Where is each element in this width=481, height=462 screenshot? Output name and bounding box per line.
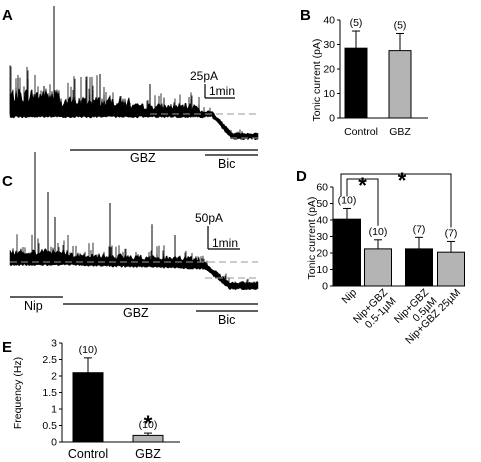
n-label: (10) xyxy=(79,344,98,356)
x-category-label-line: Nip xyxy=(339,287,359,307)
panel-c-scale-bar: 50pA 1min xyxy=(195,211,240,250)
y-tick-label: 0 xyxy=(329,113,335,125)
n-label: (7) xyxy=(445,227,458,239)
panel-a-label: A xyxy=(2,7,13,24)
n-label: (10) xyxy=(369,226,388,238)
significance-asterisk: * xyxy=(144,411,153,436)
y-tick-label: 30 xyxy=(323,39,335,51)
y-tick-label: 20 xyxy=(316,248,328,260)
panel-d-chart: 0 10 20 30 40 50 60 (10) (10) (7) (7) NipNip+GBZ0.5… xyxy=(316,168,465,347)
x-category-label: GBZ xyxy=(389,126,411,138)
significance-bracket xyxy=(346,178,379,226)
y-tick-label: 0 xyxy=(322,281,328,293)
y-tick-label: 2 xyxy=(51,371,57,383)
significance-bracket xyxy=(340,173,452,228)
panel-c-gbz-label: GBZ xyxy=(123,306,149,320)
panel-a-scale-current: 25pA xyxy=(190,69,218,83)
panel-c-scale-time: 1min xyxy=(212,236,238,250)
x-category-label: Control xyxy=(344,126,378,138)
panel-d: D Tonic current (pA) 0 10 20 30 40 50 60 (10) (1… xyxy=(296,168,465,347)
y-tick-label: 0.5 xyxy=(42,420,57,432)
panel-d-label: D xyxy=(296,168,307,185)
bar xyxy=(344,47,368,119)
panel-e-label: E xyxy=(2,339,12,356)
panel-b: B Tonic current (pA) 0 10 20 30 40 (5) (5) Cont… xyxy=(300,7,428,138)
panel-c-nip-label: Nip xyxy=(24,299,43,313)
panel-a-gbz-label: GBZ xyxy=(130,151,156,165)
bar xyxy=(72,372,104,443)
x-category-label: Nip xyxy=(339,287,359,307)
y-tick-label: 50 xyxy=(316,198,328,210)
trace-band xyxy=(9,247,259,291)
n-label: (7) xyxy=(413,223,426,235)
x-category-label: GBZ xyxy=(135,447,161,461)
y-tick-label: 40 xyxy=(316,215,328,227)
n-label: (5) xyxy=(394,19,407,31)
y-tick-label: 10 xyxy=(323,88,335,100)
panel-e-y-axis-label: Frequency (Hz) xyxy=(12,357,24,429)
x-category-label: Control xyxy=(68,447,108,461)
n-label: (10) xyxy=(139,419,158,431)
bar xyxy=(132,434,164,443)
panel-a-bic-label: Bic xyxy=(218,157,235,171)
y-tick-label: 3 xyxy=(51,338,57,350)
panel-c-bic-label: Bic xyxy=(218,313,235,327)
y-tick-label: 60 xyxy=(316,182,328,194)
y-tick-label: 1 xyxy=(51,404,57,416)
panel-e-chart: 0 0.5 1 1.5 2 2.5 3 (10) (10) Control GBZ * xyxy=(42,338,180,461)
bar xyxy=(333,218,361,287)
y-tick-label: 2.5 xyxy=(42,354,57,366)
panel-b-y-axis-label: Tonic current (pA) xyxy=(311,39,323,122)
y-tick-label: 20 xyxy=(323,64,335,76)
y-tick-label: 0 xyxy=(51,437,57,449)
panel-b-label: B xyxy=(300,7,311,24)
y-tick-label: 40 xyxy=(323,15,335,27)
panel-c-scale-current: 50pA xyxy=(195,211,223,225)
panel-a-scale-time: 1min xyxy=(209,84,235,98)
x-category-label: Nip+GBZ0.5-1µM xyxy=(351,286,399,334)
panel-c-label: C xyxy=(2,173,13,190)
panel-a-scale-bar: 25pA 1min xyxy=(190,69,235,99)
y-tick-label: 1.5 xyxy=(42,387,57,399)
significance-asterisk: * xyxy=(398,168,407,193)
bar xyxy=(388,50,412,119)
panel-b-chart: 0 10 20 30 40 (5) (5) Control GBZ xyxy=(323,15,428,138)
y-tick-label: 10 xyxy=(316,264,328,276)
panel-d-y-axis-label: Tonic current (pA) xyxy=(306,197,318,280)
bar xyxy=(405,248,433,287)
significance-asterisk: * xyxy=(358,173,367,198)
panel-a: A 25pA 1min GBZ Bic xyxy=(2,6,259,171)
panel-a-current-trace xyxy=(9,6,259,141)
panel-e: E Frequency (Hz) 0 0.5 1 1.5 2 2.5 3 (10) (10) Co… xyxy=(2,338,180,461)
n-label: (5) xyxy=(350,17,363,29)
n-label: (10) xyxy=(338,194,357,206)
bar xyxy=(364,248,392,287)
bar xyxy=(437,251,465,287)
y-tick-label: 30 xyxy=(316,231,328,243)
panel-c: C 50pA 1min Nip GBZ Bic xyxy=(2,152,259,327)
